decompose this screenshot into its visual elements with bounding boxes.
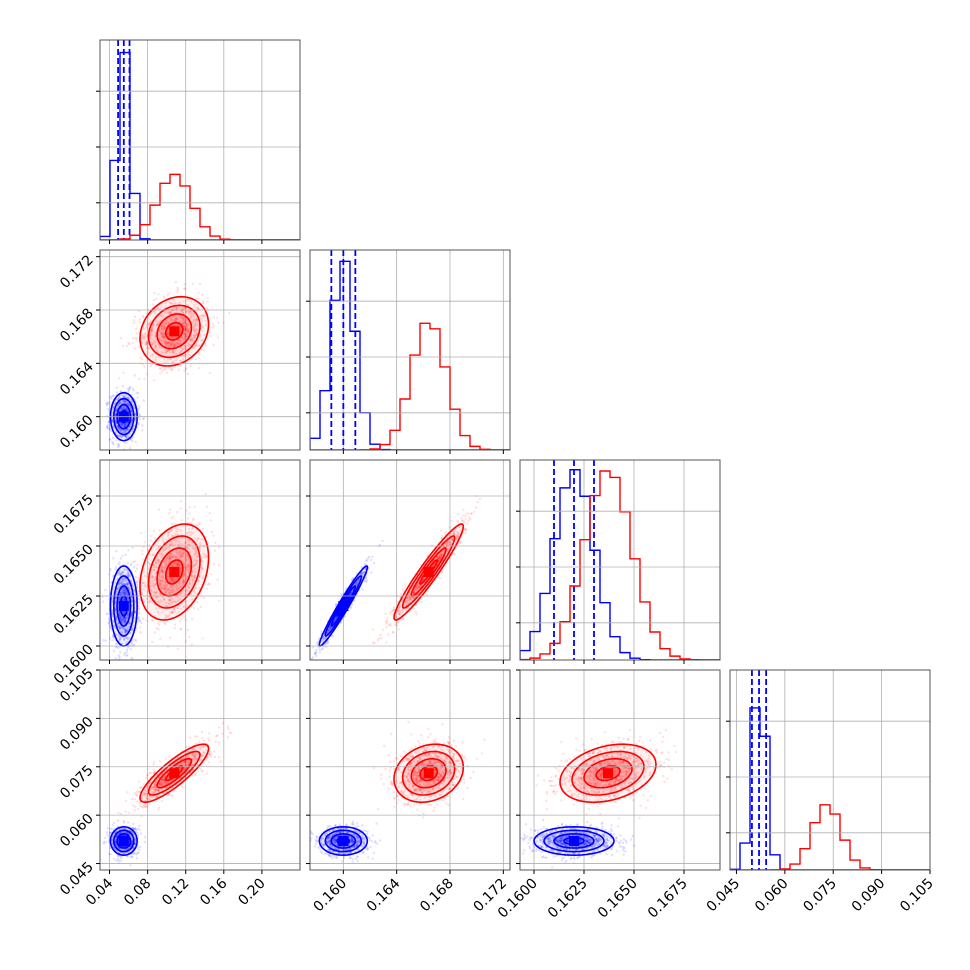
x-tick-label: 0.105	[897, 876, 937, 916]
plot-area	[730, 670, 930, 870]
panel-frame	[309, 459, 511, 661]
y-tick-label: 0.160	[57, 412, 97, 452]
histogram-red	[730, 804, 930, 870]
panel-0-0	[96, 39, 301, 244]
density-core-blue	[338, 835, 349, 846]
panel-frame	[519, 669, 721, 871]
panel-2-1	[306, 459, 511, 664]
density-core-blue	[338, 601, 349, 611]
plot-area	[310, 720, 486, 863]
plot-area	[105, 281, 231, 450]
histogram-blue	[730, 707, 930, 870]
y-tick-label: 0.060	[57, 811, 97, 851]
panel-3-0: 0.04 0.08 0.12 0.16 0.200.0450.0600.0750.090…	[57, 666, 301, 909]
histogram-red	[520, 470, 720, 660]
x-tick-label: 0.090	[849, 876, 889, 916]
panel-frame	[99, 39, 301, 241]
x-tick-label: 0.04	[83, 875, 116, 908]
plot-area	[101, 492, 221, 660]
plot-area	[310, 250, 510, 450]
plot-area	[310, 494, 482, 660]
x-tick-label: 0.045	[704, 876, 744, 916]
x-tick-label: 0.1625	[545, 876, 591, 922]
panel-3-3: 0.045 0.060 0.075 0.090 0.105	[704, 669, 937, 916]
density-core-red	[169, 768, 180, 779]
panel-frame	[309, 249, 511, 451]
histogram-red	[310, 322, 510, 450]
x-tick-label: 0.12	[159, 876, 192, 909]
x-tick-label: 0.075	[800, 876, 840, 916]
panel-frame	[519, 459, 721, 661]
density-core-red	[423, 567, 434, 577]
x-tick-label: 0.160	[310, 876, 350, 916]
y-tick-label: 0.1625	[51, 592, 97, 638]
panel-frame	[309, 669, 511, 871]
y-tick-label: 0.1650	[51, 542, 97, 588]
panel-1-1	[306, 249, 511, 454]
plot-area	[520, 728, 678, 869]
y-tick-label: 0.168	[57, 306, 97, 346]
panel-3-2: 0.1600 0.1625 0.1650 0.1675	[495, 669, 721, 922]
density-core-blue	[118, 601, 129, 611]
x-tick-label: 0.060	[752, 876, 792, 916]
plot-area	[100, 40, 300, 240]
panel-frame	[99, 459, 301, 661]
density-core-red	[423, 768, 434, 779]
density-core-blue	[118, 835, 129, 846]
density-core-red	[169, 567, 180, 577]
x-tick-label: 0.1650	[595, 876, 641, 922]
panel-1-0: 0.160 0.164 0.168 0.172	[57, 249, 301, 454]
y-tick-label: 0.1675	[51, 492, 97, 538]
panel-2-2	[516, 459, 721, 664]
x-tick-label: 0.164	[364, 875, 404, 915]
density-core-blue	[569, 835, 579, 846]
y-tick-label: 0.172	[57, 252, 97, 292]
panel-frame	[99, 249, 301, 451]
x-tick-label: 0.20	[235, 876, 268, 909]
plot-area	[102, 722, 232, 867]
x-tick-label: 0.1675	[645, 876, 691, 922]
y-tick-label: 0.090	[57, 714, 97, 754]
y-tick-label: 0.164	[57, 359, 97, 399]
panel-3-1: 0.160 0.164 0.168 0.172	[306, 669, 511, 916]
x-tick-label: 0.168	[417, 876, 457, 916]
density-core-red	[603, 768, 613, 779]
x-tick-label: 0.16	[197, 875, 230, 908]
panel-frame	[99, 669, 301, 871]
panel-frame	[729, 669, 931, 871]
x-tick-label: 0.08	[121, 876, 154, 909]
y-tick-label: 0.075	[57, 762, 97, 802]
histogram-blue	[100, 51, 300, 240]
density-core-red	[169, 326, 180, 337]
plot-area	[520, 460, 720, 660]
